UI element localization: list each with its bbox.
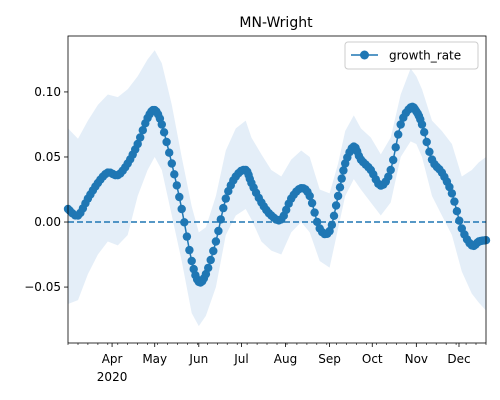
x-tick-label: Oct: [362, 352, 383, 366]
legend-box: [344, 41, 479, 70]
growth-rate-point: [221, 194, 230, 203]
growth-rate-point: [327, 220, 337, 230]
growth-rate-point: [165, 148, 174, 157]
chart-title: MN-Wright: [239, 15, 313, 31]
x-axis: Apr 2020 May Jun Jul Aug Sep Oct Nov Dec: [67, 343, 487, 384]
growth-rate-point: [175, 192, 184, 202]
growth-rate-point: [331, 201, 341, 210]
growth-rate-point: [209, 246, 218, 256]
growth-rate-point: [180, 218, 189, 227]
growth-rate-point: [138, 126, 147, 135]
x-tick-year-label: 2020: [97, 370, 128, 384]
growth-rate-point: [422, 137, 431, 147]
growth-rate-point: [214, 226, 223, 236]
growth-rate-point: [420, 128, 429, 137]
x-tick-label: Jun: [188, 352, 208, 366]
growth-rate-point: [162, 137, 171, 147]
growth-rate-point: [216, 215, 225, 224]
growth-rate-point: [172, 181, 181, 190]
growth-rate-point: [455, 216, 464, 225]
legend-label-growth-rate: growth_rate: [389, 49, 461, 63]
growth-rate-point: [445, 182, 454, 192]
growth-rate-point: [187, 256, 196, 266]
growth-rate-point: [333, 191, 343, 201]
x-tick-label: Apr: [102, 352, 123, 366]
growth-rate-point: [133, 139, 142, 149]
growth-rate-point: [157, 120, 166, 129]
growth-rate-point: [389, 155, 398, 165]
growth-rate-point: [391, 143, 400, 152]
growth-rate-point: [335, 183, 345, 192]
growth-rate-point: [386, 165, 395, 175]
growth-rate-point: [396, 120, 405, 129]
x-tick-label: Jul: [233, 352, 248, 366]
x-tick-label: Nov: [405, 352, 428, 366]
growth-rate-point: [450, 197, 459, 206]
growth-rate-point: [177, 204, 186, 214]
growth-rate-point: [170, 170, 179, 179]
growth-rate-point: [417, 120, 427, 129]
growth-rate-point: [159, 128, 169, 137]
growth-rate-point: [394, 130, 403, 139]
growth-rate-point: [206, 255, 215, 265]
confidence-band: [68, 50, 486, 327]
y-tick-label: 0.10: [34, 85, 61, 99]
y-axis: −0.05 0.00 0.05 0.10: [24, 85, 68, 294]
y-tick-label: 0.05: [34, 150, 61, 164]
growth-rate-point: [136, 133, 145, 142]
growth-rate-point: [204, 263, 213, 273]
growth-rate-point: [384, 172, 393, 181]
growth-rate-markers: [63, 102, 491, 287]
y-tick-label: −0.05: [24, 280, 61, 294]
growth-rate-point: [329, 211, 339, 220]
growth-rate-point: [211, 237, 221, 246]
growth-rate-point: [167, 159, 176, 168]
legend-marker-sample: [360, 50, 369, 60]
x-tick-label: Dec: [447, 352, 470, 366]
legend[interactable]: growth_rate: [344, 41, 479, 70]
growth-rate-point: [307, 198, 317, 208]
y-tick-label: 0.00: [34, 215, 61, 229]
growth-rate-point: [337, 174, 346, 183]
x-tick-label: Aug: [274, 352, 297, 366]
growth-rate-point: [339, 166, 348, 175]
growth-rate-point: [312, 217, 322, 227]
plot-area: [63, 50, 491, 327]
growth-rate-point: [447, 189, 457, 198]
x-tick-label: Sep: [318, 352, 341, 366]
growth-rate-point: [185, 245, 194, 255]
x-tick-label: May: [142, 352, 167, 366]
growth-rate-point: [305, 191, 314, 201]
growth-rate-point: [452, 207, 462, 216]
growth-rate-point: [219, 203, 228, 213]
growth-rate-point: [182, 232, 192, 241]
growth-rate-point: [310, 208, 319, 217]
growth-rate-point: [425, 147, 434, 156]
